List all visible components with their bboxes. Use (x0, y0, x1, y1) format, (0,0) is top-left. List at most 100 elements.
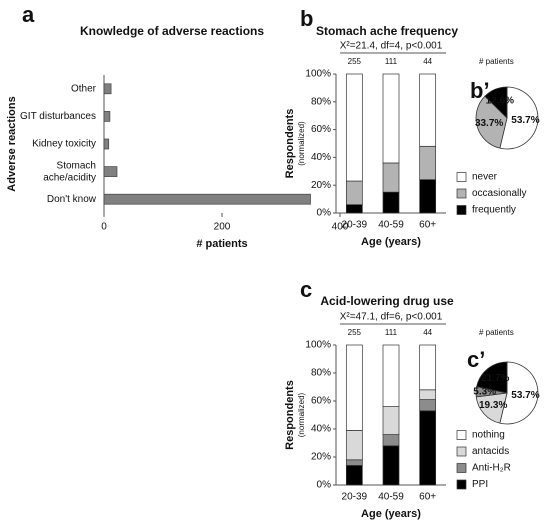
panel-letter: c’ (467, 347, 485, 372)
patient-count: 44 (423, 57, 432, 66)
bar-segment (382, 344, 400, 407)
pie-label: 53.7% (511, 115, 539, 126)
legend-label: PPI (472, 479, 488, 490)
patient-count-label: # patients (479, 328, 514, 337)
bar-segment (419, 410, 437, 486)
y-axis-label: Respondents (284, 109, 296, 179)
legend-swatch (456, 430, 467, 440)
bar-segment (382, 406, 400, 435)
legend-label: frequently (472, 205, 516, 216)
pie-label: 53.7% (511, 390, 539, 401)
y-tick-label: 100% (305, 69, 331, 80)
pie-label: 33.7% (475, 118, 503, 129)
bar (103, 138, 110, 150)
x-tick-label: 20-39 (342, 492, 368, 503)
x-tick-label: 400 (332, 222, 349, 233)
bar (103, 166, 118, 177)
patient-count-label: # patients (479, 57, 514, 66)
bar-segment (345, 73, 363, 182)
bar-segment (345, 465, 363, 486)
bar-segment (382, 434, 400, 447)
chart-subtitle: X²=21.4, df=4, p<0.001 (340, 41, 443, 52)
x-tick-label: 200 (214, 222, 231, 233)
bar-segment (419, 389, 437, 400)
y-tick-label: 40% (311, 424, 331, 435)
category-label: Kidney toxicity (32, 139, 96, 150)
category-label: Don't know (47, 194, 97, 205)
pie-label: 21.7% (481, 373, 509, 384)
y-axis-note: (normalized) (297, 392, 306, 437)
x-tick-label: 60+ (419, 220, 436, 231)
bar (103, 83, 112, 95)
panel-letter: c (300, 277, 312, 302)
x-axis-label: Age (years) (361, 508, 421, 520)
legend-swatch (456, 446, 467, 457)
legend-label: Anti-H₂R (472, 463, 511, 474)
legend-swatch (456, 463, 467, 473)
y-tick-label: 60% (311, 396, 331, 407)
bar-segment (345, 204, 363, 214)
chart-title: Acid-lowering drug use (320, 294, 454, 308)
bar-segment (382, 162, 400, 193)
bar-segment (419, 73, 437, 147)
chart-title: Knowledge of adverse reactions (80, 24, 264, 38)
y-tick-label: 20% (311, 180, 331, 191)
bar-segment (382, 73, 400, 164)
y-tick-label: 0% (317, 480, 332, 491)
pie-slice (475, 95, 508, 149)
bar-segment (345, 430, 363, 461)
bar-segment (382, 445, 400, 486)
x-tick-label: 60+ (419, 492, 436, 503)
pie-label: 19.3% (479, 400, 507, 411)
bar-segment (419, 179, 437, 214)
y-tick-label: 20% (311, 452, 331, 463)
y-tick-label: 80% (311, 368, 331, 379)
x-tick-label: 20-39 (342, 220, 368, 231)
bar-segment (382, 191, 400, 214)
y-tick-label: 40% (311, 152, 331, 163)
patient-count: 255 (348, 57, 362, 66)
bar-segment (419, 344, 437, 391)
y-tick-label: 0% (317, 208, 332, 219)
x-axis-label: Age (years) (361, 236, 421, 248)
pie-slice (499, 361, 539, 425)
bar-segment (345, 180, 363, 206)
bar (103, 111, 111, 122)
x-axis-label: # patients (196, 238, 247, 250)
legend-swatch (456, 188, 467, 199)
patient-count: 111 (385, 328, 398, 337)
legend-swatch (456, 172, 467, 182)
y-tick-label: 60% (311, 124, 331, 135)
bar-segment (345, 344, 363, 431)
category-label: GIT disturbances (20, 111, 96, 122)
legend-swatch (456, 479, 467, 490)
pie-slice (476, 361, 508, 394)
patient-count: 255 (348, 328, 362, 337)
legend-label: nothing (472, 430, 505, 441)
panel-letter: b (300, 6, 313, 31)
legend-label: antacids (472, 446, 509, 457)
bar-segment (345, 459, 363, 466)
x-tick-label: 40-59 (378, 492, 404, 503)
legend-label: never (472, 172, 498, 183)
patient-count: 111 (385, 57, 398, 66)
panel-letter: a (22, 2, 35, 27)
category-label: Other (71, 83, 97, 94)
pie-label: 5.3% (473, 387, 496, 398)
y-axis-label: Respondents (284, 380, 296, 450)
patient-count: 44 (423, 328, 432, 337)
bar-segment (419, 399, 437, 412)
y-axis-label: Adverse reactions (6, 96, 18, 191)
legend-swatch (456, 205, 467, 215)
pie-label: 12.6% (486, 95, 514, 106)
chart-title: Stomach ache frequency (316, 24, 458, 38)
legend-label: occasionally (472, 188, 526, 199)
bar-segment (419, 145, 437, 180)
chart-subtitle: X²=47.1, df=6, p<0.001 (340, 312, 443, 323)
pie-slice (499, 86, 539, 150)
x-tick-label: 40-59 (378, 220, 404, 231)
bar (103, 193, 311, 205)
y-tick-label: 100% (305, 340, 331, 351)
pie-slice (484, 86, 508, 119)
